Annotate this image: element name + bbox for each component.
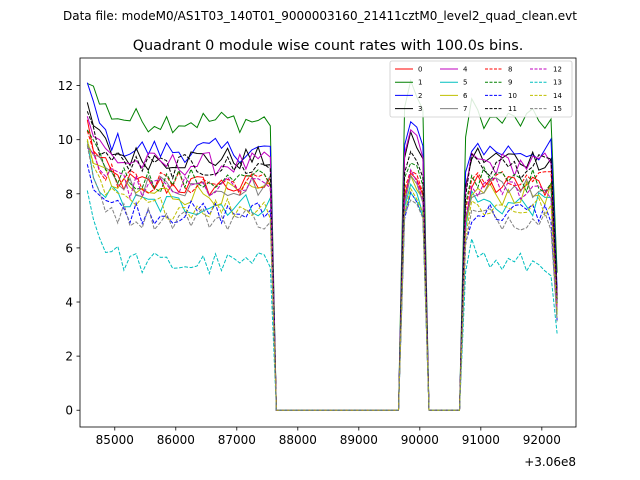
axes-frame [79,57,577,428]
y-tick-label: 8 [65,187,73,201]
plot-area [79,57,577,428]
legend-label-13: 13 [553,79,562,87]
legend-box [389,60,573,118]
series-line-15 [86,145,558,411]
x-tick-label: 89000 [340,433,378,447]
x-tick-label: 87000 [218,433,256,447]
x-tick-label: 91000 [462,433,500,447]
legend-label-4: 4 [463,66,468,74]
x-tick-label: 86000 [157,433,195,447]
legend-label-15: 15 [553,105,562,113]
legend-label-2: 2 [418,92,422,100]
x-offset-label: +3.06e8 [524,455,576,469]
legend-label-11: 11 [508,105,517,113]
y-tick-label: 10 [58,133,73,147]
x-tick-label: 85000 [96,433,134,447]
legend-label-6: 6 [463,92,468,100]
y-tick-label: 12 [58,79,73,93]
legend-label-8: 8 [508,66,512,74]
y-tick-label: 2 [65,350,73,364]
y-axis: 0 2 4 6 8 10 12 [58,79,80,418]
x-tick-label: 88000 [279,433,317,447]
legend-label-14: 14 [553,92,562,100]
legend-label-1: 1 [418,79,422,87]
chart-title: Quadrant 0 module wise count rates with … [133,38,524,54]
legend-label-0: 0 [418,66,422,74]
legend-label-3: 3 [418,105,422,113]
x-tick-label: 92000 [523,433,561,447]
legend-label-9: 9 [508,79,512,87]
y-tick-label: 0 [65,404,73,418]
figure-suptitle: Data file: modeM0/AS1T03_140T01_90000031… [63,9,577,23]
plot-background [80,58,576,427]
legend-label-10: 10 [508,92,517,100]
legend-label-12: 12 [553,66,562,74]
legend-label-5: 5 [463,79,467,87]
x-tick-label: 90000 [401,433,439,447]
legend-label-7: 7 [463,105,467,113]
x-axis: 85000 86000 87000 88000 89000 90000 91000 92000 [96,427,561,447]
series-layer [86,78,558,411]
y-tick-label: 4 [65,296,73,310]
series-line-10 [86,164,558,411]
y-tick-label: 6 [65,241,73,255]
